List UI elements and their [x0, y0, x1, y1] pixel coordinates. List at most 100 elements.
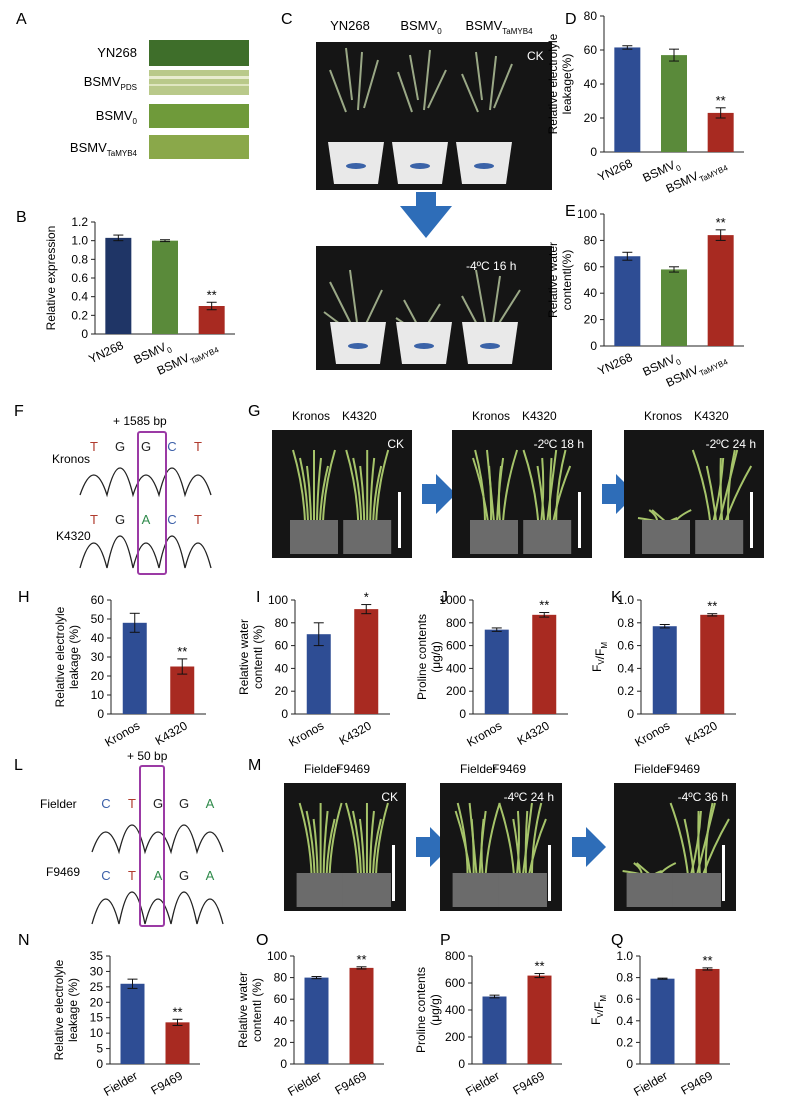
svg-text:contentl(%): contentl(%)	[560, 250, 574, 311]
y-tick-label: 0.2	[71, 308, 88, 322]
base-call: C	[101, 796, 110, 811]
chart-k: K 0 0.2 0.4 0.6 0.8 1.0 FV/FM Kronos ** K4320	[590, 589, 736, 750]
bar	[707, 112, 734, 152]
svg-text:contentl (%): contentl (%)	[251, 625, 265, 689]
arrow-down-icon	[400, 192, 452, 238]
y-tick-label: 100	[268, 593, 288, 607]
x-tick-label: F9469	[511, 1068, 548, 1097]
y-tick-label: 0	[626, 1057, 633, 1071]
y-tick-label: 0	[280, 1057, 287, 1071]
scale-bar	[398, 492, 401, 548]
trace-line	[91, 824, 224, 855]
panel-label: H	[18, 589, 30, 606]
base-call: G	[115, 439, 125, 454]
bar	[527, 975, 552, 1064]
svg-text:Proline contents: Proline contents	[414, 967, 428, 1053]
bar	[695, 968, 720, 1064]
svg-text:Relative water: Relative water	[236, 972, 250, 1048]
panel-label: J	[440, 589, 448, 606]
genotype-left: Fielder	[460, 762, 497, 776]
bar	[700, 614, 725, 714]
svg-text:Relative electrolyle: Relative electrolyle	[53, 606, 67, 707]
base-call: A	[206, 868, 215, 883]
base-call: A	[206, 796, 215, 811]
panel-b-label: B	[16, 209, 27, 226]
x-tick-label: Fielder	[631, 1068, 670, 1098]
trace-line	[79, 467, 212, 498]
y-axis-label: Relative water contentl(%)	[546, 242, 574, 318]
chart-b: 0 0.2 0.4 0.6 0.8 1.0 1.2 Relative expression YN…	[44, 215, 235, 378]
svg-text:Proline contents: Proline contents	[415, 614, 429, 700]
condition-tag: -4ºC 36 h	[678, 790, 728, 804]
svg-text:(μg/g): (μg/g)	[429, 641, 443, 673]
y-tick-label: 800	[446, 616, 466, 630]
panel-l: L + 50 bp Fielder C T G G A F9469 C T A G A	[14, 749, 224, 927]
y-tick-label: 0.8	[617, 616, 634, 630]
genotype-left: Fielder	[634, 762, 671, 776]
base-call: T	[194, 439, 202, 454]
chart-h: H 0 10 20 30 40 50 60 Relative electrolyle leakag…	[18, 589, 206, 750]
y-tick-label: 0	[627, 707, 634, 721]
y-tick-label: 30	[91, 650, 105, 664]
pot	[695, 520, 744, 554]
y-tick-label: 800	[445, 949, 465, 963]
svg-text:leakage (%): leakage (%)	[67, 625, 81, 689]
scale-bar	[578, 492, 581, 548]
y-tick-label: 100	[267, 949, 287, 963]
leaf-strip-bsmv-pds	[149, 70, 249, 95]
y-tick-label: 40	[274, 1014, 288, 1028]
chart-j: J 0 200 400 600 800 1000 Proline contents (μg/g)…	[415, 589, 568, 750]
genotype-right: K4320	[522, 409, 557, 423]
y-tick-label: 0.4	[71, 290, 88, 304]
base-call: T	[128, 796, 136, 811]
y-tick-label: 100	[577, 207, 597, 221]
y-tick-label: 0	[459, 707, 466, 721]
panel-c: C YN268 BSMV0 BSMVTaMYB4 CK -4ºC 16 h	[281, 11, 552, 370]
y-tick-label: 20	[90, 995, 104, 1009]
leaf-strip-bsmv-tamyb4	[149, 135, 249, 159]
y-tick-label: 200	[445, 1030, 465, 1044]
y-tick-label: 60	[275, 639, 289, 653]
genotype-right: F9469	[336, 762, 370, 776]
x-tick-label: Fielder	[285, 1068, 324, 1098]
bar	[152, 240, 178, 334]
pot	[342, 873, 391, 907]
sample-name: F9469	[46, 865, 80, 879]
panel-g-photos: Kronos K4320 CK Kronos K4320 -2ºC 18 h Kronos K…	[272, 409, 764, 558]
base-call: T	[128, 868, 136, 883]
genotype-right: K4320	[694, 409, 729, 423]
y-tick-label: 600	[446, 639, 466, 653]
y-tick-label: 25	[90, 980, 104, 994]
pot	[470, 520, 518, 554]
svg-text:Relative water: Relative water	[237, 619, 251, 695]
leaf-strips	[149, 40, 249, 159]
chart-d: 0 20 40 60 80 Relative electrolyle leakage(%) Y…	[546, 9, 744, 196]
panel-c-column-headers: YN268 BSMV0 BSMVTaMYB4	[330, 18, 533, 36]
y-tick-label: 50	[91, 612, 105, 626]
x-tick-label: K4320	[153, 718, 190, 748]
bar	[306, 634, 331, 714]
y-tick-label: 80	[584, 9, 598, 23]
y-tick-label: 20	[584, 111, 598, 125]
significance-mark: **	[172, 1004, 182, 1019]
bar	[122, 622, 147, 714]
bar	[707, 235, 734, 346]
y-tick-label: 1.0	[617, 593, 634, 607]
x-tick-label: YN268	[595, 350, 634, 378]
photo-c-cold-tag: -4ºC 16 h	[466, 259, 516, 273]
pot	[290, 520, 338, 554]
y-tick-label: 60	[274, 992, 288, 1006]
pot	[642, 520, 690, 554]
chart-q: Q 0 0.2 0.4 0.6 0.8 1.0 FV/FM Fielder ** F9469	[589, 932, 730, 1099]
genotype-header: BSMVTaMYB4	[465, 18, 533, 36]
base-call: C	[167, 512, 176, 527]
svg-text:Relative electrolyle: Relative electrolyle	[546, 33, 560, 134]
leaf-row-label: BSMV0	[96, 108, 138, 126]
x-tick-label: YN268	[86, 338, 125, 366]
plant-pots-cold	[323, 269, 521, 364]
highlight-box-l	[139, 765, 165, 927]
base-call: T	[90, 512, 98, 527]
significance-mark: *	[364, 590, 369, 605]
